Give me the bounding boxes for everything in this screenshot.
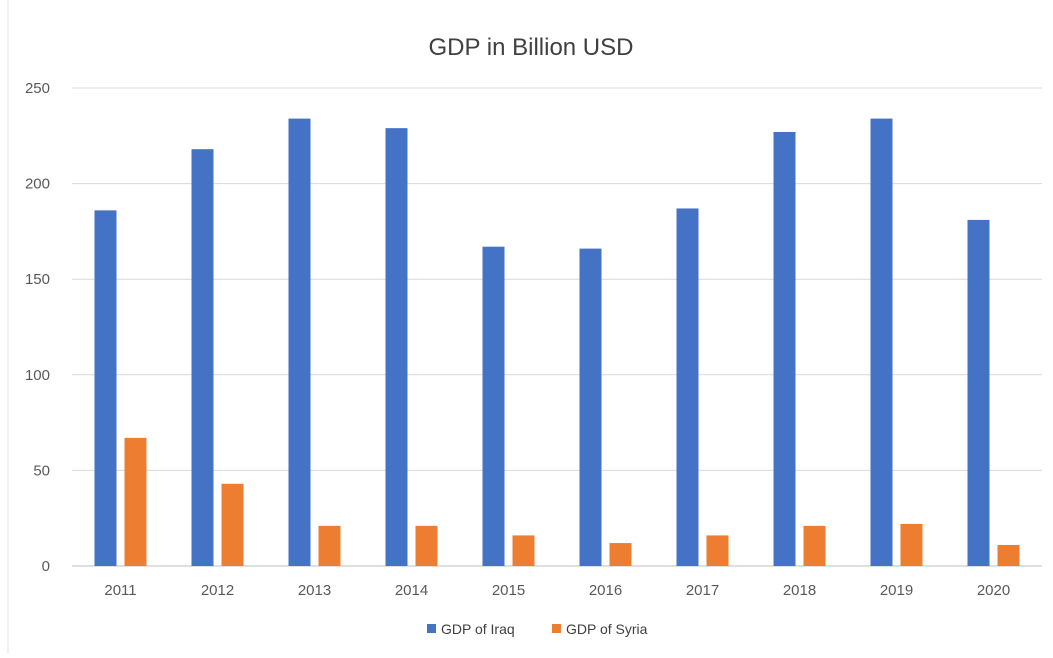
legend-swatch — [552, 624, 561, 633]
y-tick-label: 250 — [25, 80, 50, 97]
x-tick-label: 2019 — [880, 582, 913, 599]
bar-syria-2014 — [415, 525, 438, 566]
bar-iraq-2020 — [967, 219, 990, 567]
x-tick-label: 2014 — [395, 582, 428, 599]
x-tick-label: 2017 — [686, 582, 719, 599]
legend-swatch — [427, 624, 436, 633]
y-tick-label: 50 — [33, 462, 50, 479]
x-tick-label: 2011 — [104, 582, 136, 599]
x-tick-label: 2013 — [298, 582, 331, 599]
y-tick-label: 150 — [25, 271, 50, 288]
bar-iraq-2012 — [191, 149, 214, 566]
y-tick-label: 0 — [42, 558, 50, 575]
bar-syria-2012 — [221, 483, 244, 566]
x-tick-label: 2012 — [201, 582, 234, 599]
bar-iraq-2017 — [676, 208, 699, 566]
bar-iraq-2016 — [579, 248, 602, 566]
gridlines — [72, 87, 1042, 567]
bar-iraq-2014 — [385, 128, 408, 567]
x-tick-label: 2016 — [589, 582, 622, 599]
bar-iraq-2018 — [773, 131, 796, 566]
y-tick-label: 200 — [25, 176, 50, 193]
bar-iraq-2015 — [482, 246, 505, 567]
legend-label: GDP of Iraq — [441, 621, 515, 637]
bar-iraq-2019 — [870, 118, 893, 566]
bar-syria-2020 — [997, 544, 1020, 566]
bar-syria-2016 — [609, 543, 632, 566]
bar-syria-2017 — [706, 535, 729, 566]
bar-iraq-2013 — [288, 118, 311, 566]
bar-syria-2019 — [900, 523, 923, 566]
bar-syria-2018 — [803, 525, 826, 566]
bar-syria-2011 — [124, 437, 147, 566]
bar-syria-2015 — [512, 535, 535, 566]
bar-syria-2013 — [318, 525, 341, 566]
legend-label: GDP of Syria — [566, 621, 648, 637]
y-tick-label: 100 — [25, 367, 50, 384]
x-tick-label: 2018 — [783, 582, 816, 599]
legend: GDP of Iraq GDP of Syria — [427, 621, 648, 637]
x-tick-label: 2015 — [492, 582, 525, 599]
bar-iraq-2011 — [94, 210, 117, 567]
x-axis-tick-labels: 2011 2012 2013 2014 2015 2016 2017 2018 2019 2020 — [104, 582, 1010, 599]
x-tick-label: 2020 — [977, 582, 1010, 599]
bar-series-group — [94, 118, 1020, 567]
chart-title: GDP in Billion USD — [429, 34, 634, 61]
y-axis-tick-labels: 0 50 100 150 200 250 — [25, 80, 50, 575]
